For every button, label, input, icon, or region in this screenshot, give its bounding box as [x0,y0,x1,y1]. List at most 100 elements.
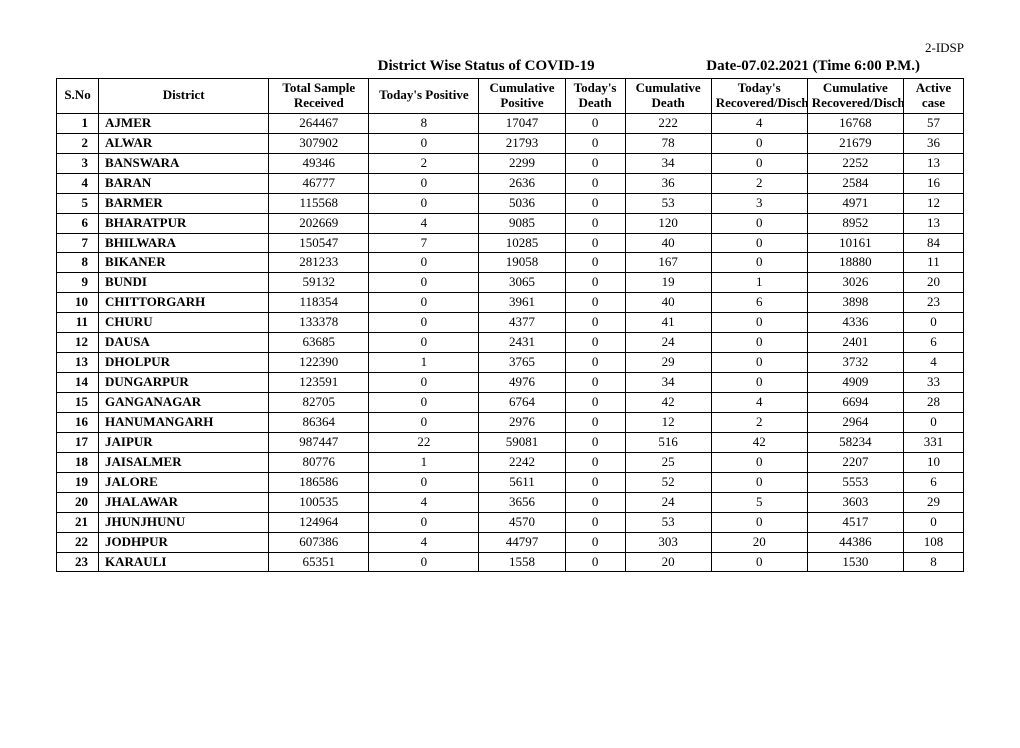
col-cumulative-death: Cumulative Death [625,79,711,114]
cell-sno: 21 [57,512,99,532]
col-total-sample: Total Sample Received [269,79,369,114]
cell-sno: 13 [57,353,99,373]
cell-crec: 4517 [807,512,903,532]
cell-crec: 6694 [807,393,903,413]
cell-act: 0 [903,512,963,532]
cell-cpos: 2976 [479,412,565,432]
cell-trec: 0 [711,153,807,173]
cell-cpos: 44797 [479,532,565,552]
cell-sample: 46777 [269,173,369,193]
cell-tpos: 0 [369,293,479,313]
cell-cdth: 25 [625,452,711,472]
cell-cpos: 17047 [479,113,565,133]
cell-tpos: 22 [369,432,479,452]
cell-trec: 5 [711,492,807,512]
cell-tpos: 4 [369,532,479,552]
cell-sample: 63685 [269,333,369,353]
cell-tpos: 8 [369,113,479,133]
table-row: 4BARAN46777026360362258416 [57,173,964,193]
cell-crec: 18880 [807,253,903,273]
cell-cdth: 34 [625,373,711,393]
cell-tdth: 0 [565,113,625,133]
cell-act: 331 [903,432,963,452]
cell-sample: 186586 [269,472,369,492]
cell-sample: 122390 [269,353,369,373]
col-sno: S.No [57,79,99,114]
cell-cpos: 3765 [479,353,565,373]
table-row: 9BUNDI59132030650191302620 [57,273,964,293]
page-title: District Wise Status of COVID-19 [56,58,706,75]
table-header: S.No District Total Sample Received Toda… [57,79,964,114]
cell-cpos: 6764 [479,393,565,413]
table-row: 3BANSWARA49346222990340225213 [57,153,964,173]
cell-tpos: 0 [369,412,479,432]
cell-district: BIKANER [99,253,269,273]
cell-sample: 123591 [269,373,369,393]
cell-tpos: 0 [369,193,479,213]
cell-cdth: 29 [625,353,711,373]
cell-tdth: 0 [565,193,625,213]
cell-sno: 18 [57,452,99,472]
cell-sno: 9 [57,273,99,293]
cell-act: 57 [903,113,963,133]
table-row: 22JODHPUR60738644479703032044386108 [57,532,964,552]
cell-act: 12 [903,193,963,213]
cell-sample: 118354 [269,293,369,313]
cell-tdth: 0 [565,532,625,552]
table-row: 16HANUMANGARH8636402976012229640 [57,412,964,432]
cell-cdth: 120 [625,213,711,233]
cell-cdth: 52 [625,472,711,492]
cell-sample: 65351 [269,552,369,572]
cell-act: 29 [903,492,963,512]
cell-act: 10 [903,452,963,472]
cell-tdth: 0 [565,512,625,532]
cell-trec: 20 [711,532,807,552]
cell-crec: 21679 [807,133,903,153]
cell-sample: 100535 [269,492,369,512]
cell-sample: 607386 [269,532,369,552]
cell-sno: 2 [57,133,99,153]
cell-crec: 4909 [807,373,903,393]
col-cumulative-positive: Cumulative Positive [479,79,565,114]
table-row: 2ALWAR30790202179307802167936 [57,133,964,153]
cell-act: 0 [903,412,963,432]
cell-tpos: 0 [369,333,479,353]
cell-tdth: 0 [565,213,625,233]
cell-district: JALORE [99,472,269,492]
cell-trec: 0 [711,552,807,572]
cell-act: 13 [903,153,963,173]
cell-district: BUNDI [99,273,269,293]
cell-tpos: 0 [369,373,479,393]
cell-district: AJMER [99,113,269,133]
cell-trec: 0 [711,353,807,373]
cell-sno: 6 [57,213,99,233]
cell-tpos: 4 [369,213,479,233]
cell-district: DUNGARPUR [99,373,269,393]
cell-sno: 23 [57,552,99,572]
cell-sample: 49346 [269,153,369,173]
cell-sample: 59132 [269,273,369,293]
cell-cdth: 34 [625,153,711,173]
cell-tdth: 0 [565,293,625,313]
cell-trec: 0 [711,213,807,233]
cell-sample: 124964 [269,512,369,532]
cell-district: JODHPUR [99,532,269,552]
cell-tpos: 0 [369,512,479,532]
cell-crec: 2964 [807,412,903,432]
cell-trec: 6 [711,293,807,313]
cell-cdth: 53 [625,193,711,213]
cell-sample: 264467 [269,113,369,133]
cell-crec: 3603 [807,492,903,512]
cell-district: HANUMANGARH [99,412,269,432]
cell-district: ALWAR [99,133,269,153]
cell-trec: 2 [711,173,807,193]
cell-tpos: 0 [369,552,479,572]
cell-sample: 133378 [269,313,369,333]
cell-tdth: 0 [565,353,625,373]
cell-tpos: 1 [369,452,479,472]
cell-cdth: 40 [625,293,711,313]
cell-tdth: 0 [565,393,625,413]
cell-act: 84 [903,233,963,253]
table-row: 23KARAULI6535101558020015308 [57,552,964,572]
cell-sample: 202669 [269,213,369,233]
